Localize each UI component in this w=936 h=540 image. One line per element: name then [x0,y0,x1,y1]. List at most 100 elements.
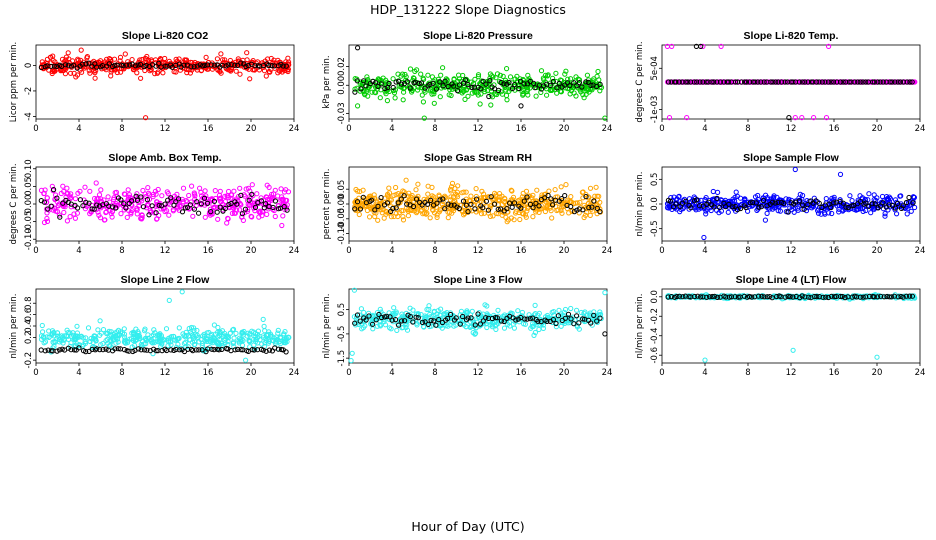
data-point [871,192,877,198]
data-point [148,339,154,345]
data-point [733,189,739,195]
data-point [176,335,182,341]
data-points [38,47,292,121]
data-point [882,211,888,217]
y-tick-label: 0.0 [650,290,660,304]
data-point [54,330,61,336]
data-point [863,207,869,214]
data-point [816,79,822,85]
data-point [714,79,720,85]
data-point [224,220,230,226]
x-tick-label: 0 [33,368,38,378]
data-point [872,201,878,207]
data-point [364,207,370,214]
data-point [121,347,128,353]
data-point [393,205,399,211]
data-point [112,346,118,352]
data-point [826,210,832,216]
data-point [666,115,673,121]
data-point [72,215,79,221]
data-point [231,339,237,345]
plot-frame [661,288,921,364]
data-point [545,192,551,199]
data-point [897,79,904,85]
data-point [240,332,246,338]
x-tick-label: 16 [203,124,214,134]
data-point [511,200,518,206]
y-tick-label: -1.5 [337,350,347,367]
data-point [71,62,77,68]
data-point [413,196,420,202]
data-point [583,194,589,200]
data-point [97,347,103,353]
data-point [44,195,50,201]
data-point [558,184,564,190]
data-point [596,77,602,83]
x-axis: 0 4 8 12 16 20 24 [33,119,299,134]
data-point [530,192,536,198]
data-point [51,187,57,193]
x-axis: 0 4 8 12 16 20 24 [346,119,612,134]
data-point [170,208,176,214]
data-point [684,115,690,121]
data-point [447,197,453,203]
data-point [855,204,862,210]
data-point [520,211,527,217]
data-point [217,329,223,335]
data-point [597,199,603,205]
data-point [203,54,209,61]
data-point [125,187,131,193]
data-point [782,202,788,208]
data-point [855,79,861,85]
data-point [900,203,906,209]
data-point [217,196,223,202]
data-point [251,347,257,353]
data-point [114,65,121,71]
data-point [499,91,505,97]
x-tick-label: 24 [915,124,926,134]
data-point [550,78,556,85]
data-point [74,210,81,216]
data-point [59,346,65,352]
data-point [117,329,124,335]
data-point [685,79,691,85]
x-tick-label: 0 [346,124,351,134]
data-point [57,347,63,353]
data-point [495,307,501,313]
data-point [478,211,485,217]
data-point [390,76,396,82]
data-point [134,197,140,203]
data-point [524,194,530,200]
y-tick-label: -0.2 [24,352,34,369]
data-point [185,204,191,210]
data-point [404,201,410,207]
data-points [664,166,918,241]
data-point [49,332,55,338]
data-point [45,206,51,212]
data-point [156,202,162,208]
data-points [664,43,918,121]
data-point [516,83,522,89]
data-point [386,80,392,87]
x-tick-label: 4 [76,246,81,256]
x-tick-label: 20 [246,368,257,378]
data-point [521,77,527,84]
data-point [211,347,217,353]
y-tick-label: 0.05 [337,180,347,199]
y-axis: -0.10-0.050.000.05 [337,180,349,245]
data-point [585,194,592,200]
data-point [509,188,515,194]
data-point [267,69,273,75]
data-point [377,306,383,312]
data-point [492,201,498,207]
data-point [809,203,815,209]
data-point [108,69,114,75]
data-point [530,205,536,211]
data-point [71,347,78,353]
y-tick-label: 0.02 [337,57,347,76]
data-point [152,71,158,77]
data-points [38,180,292,229]
data-point [123,205,129,211]
data-point [141,347,148,353]
data-point [816,200,822,206]
